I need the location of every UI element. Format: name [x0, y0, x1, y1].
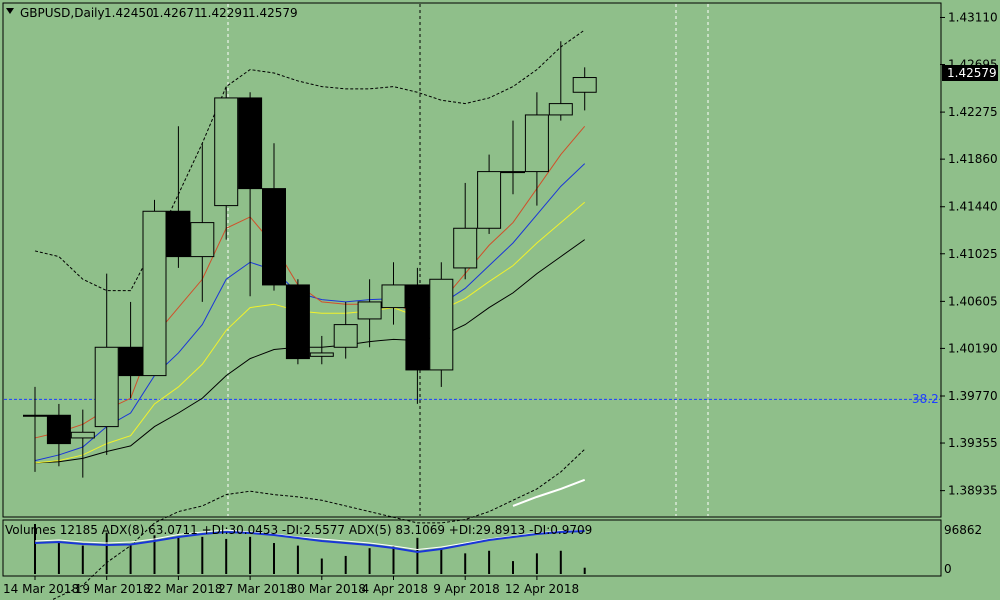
candle-body — [405, 284, 430, 371]
candle-body — [477, 171, 502, 229]
date-tick-label: 22 Mar 2018 — [146, 582, 222, 596]
indicator-label: Volumes 12185 ADX(8) 63.0711 +DI:30.0453… — [5, 523, 592, 537]
indicator-panel-frame — [2, 519, 942, 577]
candle-body — [285, 284, 310, 360]
price-tick-label: 1.41440 — [948, 200, 998, 214]
candle-body — [23, 414, 47, 417]
price-tick-label: 1.38935 — [948, 484, 998, 498]
candle-body — [238, 97, 263, 190]
white-trend-line — [512, 478, 586, 507]
candle-body — [118, 346, 143, 377]
candle-body — [94, 346, 119, 428]
date-tick-label: 27 Mar 2018 — [218, 582, 294, 596]
candle-body — [70, 431, 95, 439]
price-tick-label: 1.39355 — [948, 436, 998, 450]
candle-body — [309, 352, 334, 357]
indicator-axis-top: 96862 — [944, 523, 982, 537]
date-tick-label: 9 Apr 2018 — [433, 582, 500, 596]
current-price-label: 1.42579 — [947, 66, 997, 80]
price-tick-label: 1.42275 — [948, 105, 998, 119]
current-price-badge — [942, 65, 998, 81]
price-tick-label: 1.41025 — [948, 247, 998, 261]
chart-header-symbol: GBPUSD,Daily — [20, 6, 105, 20]
date-tick-label: 30 Mar 2018 — [290, 582, 366, 596]
chart-header-high: 1.42671 — [152, 6, 202, 20]
date-tick-label: 4 Apr 2018 — [362, 582, 429, 596]
chart-header-open: 1.42450 — [104, 6, 154, 20]
candle-body — [548, 103, 573, 116]
di-line — [34, 530, 585, 554]
price-tick-label: 1.40190 — [948, 341, 998, 355]
date-tick-label: 14 Mar 2018 — [3, 582, 79, 596]
date-tick-label: 12 Apr 2018 — [505, 582, 579, 596]
candle-body — [453, 227, 478, 269]
indicator-plot[interactable] — [34, 524, 586, 574]
price-plot[interactable] — [4, 4, 940, 600]
price-tick-label: 1.43110 — [948, 10, 998, 24]
price-tick-label: 1.40605 — [948, 294, 998, 308]
price-tick-label: 1.41860 — [948, 152, 998, 166]
candle-body — [524, 114, 549, 173]
price-tick-label: 1.39770 — [948, 389, 998, 403]
chart-header-close: 1.42579 — [248, 6, 298, 20]
candle-body — [381, 284, 406, 309]
date-tick-label: 19 Mar 2018 — [75, 582, 151, 596]
candle-body — [142, 210, 167, 377]
price-axis: 1.431101.426951.422751.418601.414401.410… — [940, 10, 998, 498]
candle-body — [572, 77, 597, 93]
candle-body — [262, 188, 286, 286]
chevron-down-icon[interactable] — [6, 8, 14, 14]
candle-body — [429, 278, 454, 371]
price-panel-frame — [2, 2, 942, 518]
candle-body — [46, 414, 71, 445]
indicator-axis-bottom: 0 — [944, 562, 952, 576]
candle-body — [214, 97, 239, 207]
envelope-lower-line — [50, 448, 586, 600]
candle-body — [166, 210, 191, 258]
candle-body — [357, 301, 382, 320]
candle-body — [501, 171, 525, 174]
candle-body — [333, 324, 358, 348]
fib-level-label: 38.2 — [912, 392, 939, 406]
envelope-upper-line — [34, 29, 585, 292]
chart-header-low: 1.42291 — [200, 6, 250, 20]
candle-body — [190, 222, 215, 258]
